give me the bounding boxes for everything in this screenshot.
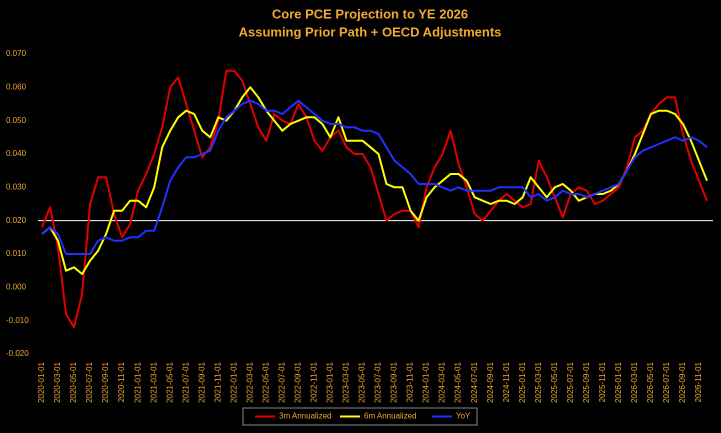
x-tick-label: 2026-01-01: [614, 361, 623, 402]
x-tick-label: 2020-09-01: [101, 361, 110, 402]
x-tick-label: 2023-03-01: [342, 361, 351, 402]
x-tick-label: 2022-05-01: [261, 361, 270, 402]
x-tick-label: 2023-11-01: [406, 361, 415, 402]
x-tick-label: 2025-03-01: [534, 361, 543, 402]
x-tick-label: 2021-03-01: [149, 361, 158, 402]
legend-label: YoY: [456, 412, 471, 421]
y-tick-label: 0.030: [6, 182, 27, 191]
x-tick-label: 2021-11-01: [213, 361, 222, 402]
x-tick-label: 2024-03-01: [438, 361, 447, 402]
x-tick-label: 2026-11-01: [694, 361, 703, 402]
x-tick-label: 2021-07-01: [181, 361, 190, 402]
series-line: [41, 99, 708, 255]
x-tick-label: 2025-05-01: [550, 361, 559, 402]
x-tick-label: 2024-11-01: [502, 361, 511, 402]
y-tick-label: -0.010: [6, 316, 29, 325]
x-tick-label: 2020-03-01: [53, 361, 62, 402]
y-tick-label: 0.040: [6, 149, 27, 158]
x-tick-label: 2020-07-01: [85, 361, 94, 402]
x-tick-label: 2022-11-01: [310, 361, 319, 402]
x-tick-label: 2023-01-01: [326, 361, 335, 402]
x-tick-label: 2025-11-01: [598, 361, 607, 402]
y-tick-label: 0.060: [6, 82, 27, 91]
x-tick-label: 2023-09-01: [390, 361, 399, 402]
y-tick-label: 0.050: [6, 116, 27, 125]
x-tick-label: 2021-01-01: [133, 361, 142, 402]
x-tick-label: 2023-07-01: [374, 361, 383, 402]
y-tick-label: -0.020: [6, 349, 29, 358]
x-tick-label: 2026-03-01: [630, 361, 639, 402]
x-tick-label: 2022-07-01: [277, 361, 286, 402]
x-tick-label: 2025-01-01: [518, 361, 527, 402]
x-tick-label: 2025-09-01: [582, 361, 591, 402]
legend-label: 6m Annualized: [364, 412, 416, 421]
x-tick-label: 2024-07-01: [470, 361, 479, 402]
x-tick-label: 2021-09-01: [197, 361, 206, 402]
x-tick-label: 2024-05-01: [454, 361, 463, 402]
series-line: [41, 69, 708, 329]
chart-title: Core PCE Projection to YE 2026: [272, 6, 468, 21]
y-tick-label: 0.070: [6, 49, 27, 58]
x-tick-label: 2022-09-01: [293, 361, 302, 402]
x-tick-label: 2024-09-01: [486, 361, 495, 402]
x-tick-label: 2020-05-01: [69, 361, 78, 402]
x-tick-label: 2020-01-01: [37, 361, 46, 402]
x-tick-label: 2023-05-01: [358, 361, 367, 402]
x-tick-label: 2022-01-01: [229, 361, 238, 402]
x-tick-label: 2025-07-01: [566, 361, 575, 402]
y-tick-label: 0.000: [6, 282, 27, 291]
legend-label: 3m Annualized: [279, 412, 331, 421]
chart-subtitle: Assuming Prior Path + OECD Adjustments: [239, 24, 502, 39]
x-tick-label: 2024-01-01: [422, 361, 431, 402]
y-tick-label: 0.010: [6, 249, 27, 258]
x-tick-label: 2026-05-01: [646, 361, 655, 402]
legend-box: [242, 407, 478, 426]
x-tick-label: 2020-11-01: [117, 361, 126, 402]
y-tick-label: 0.020: [6, 216, 27, 225]
x-tick-label: 2026-09-01: [678, 361, 687, 402]
x-tick-label: 2021-05-01: [165, 361, 174, 402]
x-tick-label: 2026-07-01: [662, 361, 671, 402]
x-tick-label: 2022-03-01: [245, 361, 254, 402]
